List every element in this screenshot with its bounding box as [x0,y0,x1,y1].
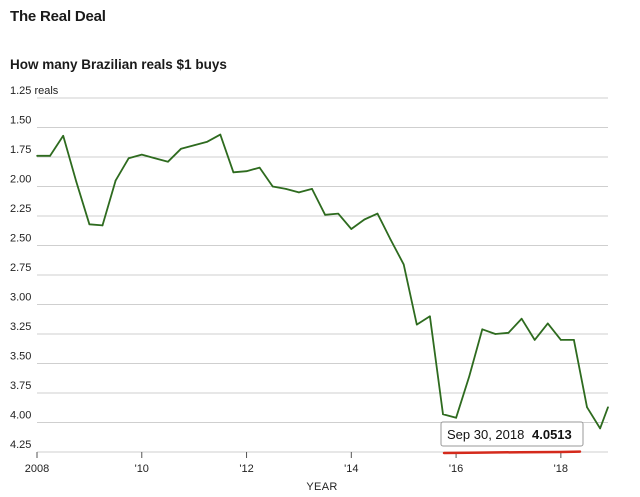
x-tick-label: 2008 [25,463,49,475]
x-axis-ticks: 2008 '10 '12 '14 '16 '18 [25,452,568,475]
x-tick-label: '18 [554,463,568,475]
chart-title: The Real Deal [10,8,106,25]
data-point [324,214,326,216]
data-point [442,413,444,416]
data-point [599,427,601,430]
y-tick-label: 2.25 [10,203,31,215]
highlight-underline-stroke [442,450,582,455]
data-point [560,339,562,341]
y-tick-label: 1.25 reals [10,85,59,97]
y-tick-label: 3.75 [10,380,31,392]
data-point [154,157,156,159]
x-tick-label: '10 [135,463,149,475]
chart-subtitle: How many Brazilian reals $1 buys [10,57,227,72]
data-point [455,416,457,419]
data-point [337,212,340,215]
data-point [88,223,91,226]
data-point [167,160,169,163]
tooltip-value: 4.0513 [532,427,572,442]
data-point [36,155,38,157]
data-point [402,263,405,266]
y-tick-label: 4.00 [10,410,31,422]
data-point [311,188,313,190]
x-axis-title: YEAR [306,481,337,493]
series-line [37,133,609,430]
data-point [62,134,64,137]
data-point [193,144,195,146]
tooltip: Sep 30, 2018 4.0513 [440,421,584,447]
y-tick-label: 3.25 [10,321,31,333]
data-point [271,185,274,188]
data-point [573,339,575,341]
y-tick-label: 4.25 [10,439,31,451]
data-point [101,224,104,227]
data-point [298,191,300,194]
data-point [546,322,549,325]
data-point [245,170,248,172]
data-point [468,375,470,378]
data-point [127,157,130,159]
data-point [114,179,117,182]
x-tick-label: '12 [239,463,253,475]
data-point [376,212,379,215]
data-point [507,332,510,334]
data-point [520,317,523,320]
data-point [75,180,78,183]
data-point [180,147,182,150]
data-point [363,218,366,221]
y-tick-label: 3.50 [10,351,31,363]
y-tick-label: 2.50 [10,233,31,245]
y-tick-label: 1.75 [10,144,31,156]
data-point [415,323,418,326]
x-tick-label: '14 [344,463,358,475]
y-axis-ticks: 1.25 reals 1.50 1.75 2.00 2.25 2.50 2.75 3.00 3.… [10,85,59,451]
data-point [258,166,261,169]
grid-lines [37,97,608,453]
data-point [607,406,609,408]
data-point [389,238,392,241]
y-tick-label: 3.00 [10,292,31,304]
series-layer [36,133,609,430]
highlight-underline [442,450,582,455]
data-point [219,133,222,136]
data-point [232,171,235,174]
data-point [494,333,497,335]
data-point [481,328,484,331]
data-point [140,153,143,156]
y-tick-label: 2.75 [10,262,31,274]
data-point [206,140,209,143]
tooltip-date: Sep 30, 2018 [447,427,524,442]
data-point [586,406,588,408]
data-point [429,315,431,318]
data-point [285,188,287,190]
data-point [533,339,536,341]
x-tick-label: '16 [449,463,463,475]
y-tick-label: 2.00 [10,174,31,186]
y-tick-label: 1.50 [10,115,31,127]
data-point [49,155,51,157]
tooltip-box [440,421,584,447]
data-point [350,228,353,230]
